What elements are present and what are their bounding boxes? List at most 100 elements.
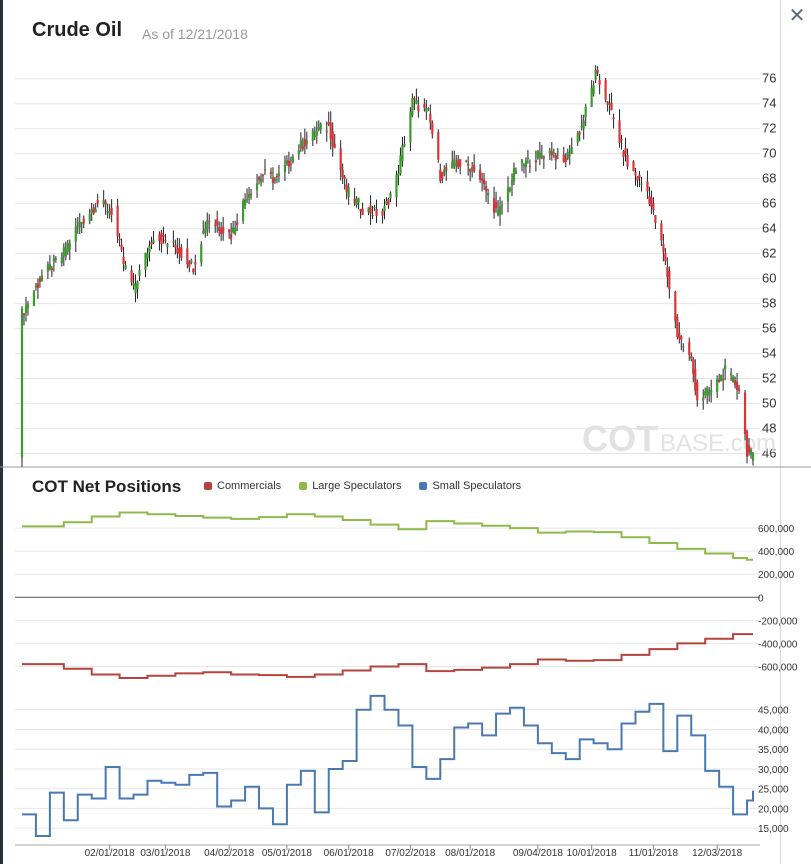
legend-large-speculators[interactable]: Large Speculators (299, 480, 401, 492)
candle (341, 163, 344, 185)
watermark-logo: COT (582, 418, 658, 459)
candle-body (32, 291, 36, 306)
candle-body (431, 122, 434, 135)
candle-body (606, 101, 609, 105)
candle-body (74, 226, 77, 242)
price-tick-label: 62 (762, 246, 776, 261)
candle (720, 374, 723, 382)
candle (381, 208, 384, 224)
close-icon[interactable]: ✕ (788, 5, 806, 27)
candle-body (604, 79, 607, 100)
candle (632, 160, 635, 172)
candle (568, 144, 571, 165)
candle-body (263, 169, 267, 171)
candle-body (538, 152, 541, 159)
candle (327, 111, 330, 127)
candle-body (90, 209, 93, 213)
small-gridlines (15, 709, 760, 829)
candle (303, 128, 306, 155)
small-tick-label: 45,000 (758, 706, 789, 717)
candle (36, 278, 40, 299)
candle-body (359, 209, 362, 212)
candle-body (36, 283, 40, 288)
candle (88, 208, 91, 225)
candle (457, 154, 460, 170)
candle (263, 158, 267, 175)
candle-body (427, 108, 430, 110)
candle-body (666, 266, 669, 277)
candle-body (76, 225, 79, 227)
candle-body (343, 176, 346, 179)
candle-body (498, 206, 502, 216)
candle (618, 109, 621, 148)
cot-legend: Commercials Large Speculators Small Spec… (204, 480, 521, 492)
candle (427, 107, 430, 111)
candle (608, 93, 611, 115)
candle (214, 219, 217, 233)
candle-body (718, 379, 721, 382)
candle (578, 130, 581, 142)
candle (297, 144, 300, 160)
candle (590, 80, 593, 108)
candle (234, 220, 237, 236)
candle-body (319, 123, 322, 130)
candle (676, 314, 679, 340)
candle (548, 147, 551, 161)
candle-body (423, 104, 426, 108)
candle-body (228, 229, 231, 233)
candle (494, 191, 498, 213)
candle-body (401, 145, 404, 162)
candle-body (303, 139, 306, 147)
candle-body (413, 98, 416, 100)
price-tick-label: 66 (762, 196, 776, 211)
candle-body (283, 164, 287, 173)
candle-body (688, 342, 691, 356)
candle-body (540, 155, 543, 158)
price-tick-label: 46 (762, 446, 776, 461)
candle-body (632, 161, 635, 172)
candle (718, 373, 721, 383)
candle-body (682, 346, 685, 348)
candle-body (48, 264, 51, 269)
candle-body (568, 155, 571, 157)
candle (164, 233, 167, 244)
candle (751, 451, 755, 466)
candle (724, 358, 727, 381)
candle-body (652, 203, 655, 210)
legend-commercials[interactable]: Commercials (204, 480, 281, 492)
candle (508, 186, 512, 193)
candle-body (247, 194, 251, 198)
candle (50, 266, 53, 277)
candle-body (329, 122, 332, 140)
candle-body (305, 140, 308, 145)
candle-body (371, 215, 374, 217)
candle-body (202, 230, 205, 234)
candle (64, 241, 67, 261)
candle (702, 389, 705, 410)
candle-body (172, 241, 175, 243)
candle-body (459, 159, 462, 167)
candle-body (54, 258, 57, 260)
candle-body (608, 103, 611, 105)
candle (467, 156, 470, 176)
candle (40, 269, 44, 282)
candle (696, 379, 699, 407)
candle-body (345, 184, 348, 193)
candle (638, 171, 641, 187)
candle-body (668, 270, 671, 290)
candle (708, 387, 711, 402)
window-left-edge (0, 0, 3, 864)
candle (339, 140, 342, 181)
candle-body (536, 151, 539, 159)
candle (106, 203, 109, 219)
candle (104, 199, 107, 215)
candle (52, 254, 55, 272)
candle (158, 231, 161, 251)
candle-body (646, 181, 649, 192)
candle (24, 296, 28, 322)
candle (512, 162, 516, 186)
x-tick-label: 07/02/2018 (385, 848, 435, 859)
legend-small-speculators[interactable]: Small Speculators (419, 480, 521, 492)
candle-body (255, 183, 259, 191)
